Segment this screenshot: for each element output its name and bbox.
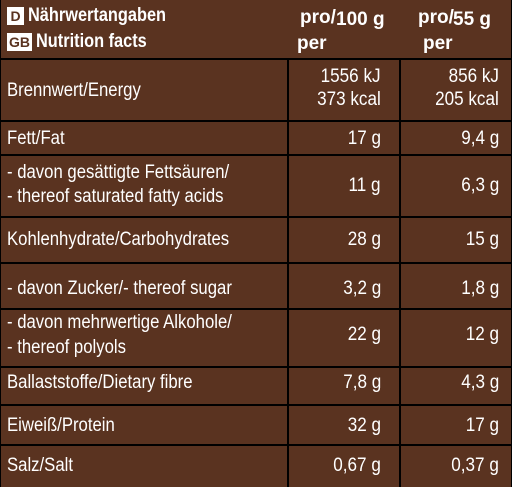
table-row-protein: Eiweiß/Protein 32 g 17 g xyxy=(1,406,511,446)
row-label-en: - thereof saturated fatty acids xyxy=(7,186,224,207)
row-label-de: - davon gesättigte Fettsäuren/ xyxy=(7,162,230,183)
energy-kj-100g: 1556 kJ xyxy=(321,66,381,87)
value-55g: 12 g xyxy=(465,324,499,345)
energy-kj-55g: 856 kJ xyxy=(448,66,499,87)
gb-title: Nutrition facts xyxy=(36,31,147,52)
gb-badge: GB xyxy=(7,33,32,51)
value-55g: 9,4 g xyxy=(460,128,499,149)
row-label-de: - davon mehrwertige Alkohole/ xyxy=(7,312,232,333)
energy-kcal-55g: 205 kcal xyxy=(435,89,499,110)
row-label-en: - thereof polyols xyxy=(7,337,126,358)
row-label: Ballaststoffe/Dietary fibre xyxy=(7,372,193,393)
de-title: Nährwertangaben xyxy=(28,5,167,26)
row-label: Kohlenhydrate/Carbohydrates xyxy=(7,229,230,250)
row-label: Eiweiß/Protein xyxy=(7,415,115,436)
col1-per: per xyxy=(297,33,327,54)
value-100g: 0,67 g xyxy=(333,455,381,476)
table-row-salt: Salz/Salt 0,67 g 0,37 g xyxy=(1,446,511,487)
value-55g: 1,8 g xyxy=(460,278,499,299)
table-row-fibre: Ballaststoffe/Dietary fibre 7,8 g 4,3 g xyxy=(1,368,511,406)
table-row-polyols: - davon mehrwertige Alkohole/ - thereof … xyxy=(1,310,511,368)
energy-kcal-100g: 373 kcal xyxy=(317,89,381,110)
col1-amount: 100 g xyxy=(336,9,385,30)
de-badge: D xyxy=(7,7,24,25)
value-100g: 11 g xyxy=(348,175,381,196)
col2-amount: 55 g xyxy=(453,9,492,30)
value-100g: 28 g xyxy=(347,229,381,250)
header-de: D Nährwertangaben xyxy=(7,6,188,26)
column-divider xyxy=(287,58,289,487)
column-divider xyxy=(399,58,401,487)
value-100g: 7,8 g xyxy=(342,372,381,393)
value-100g: 17 g xyxy=(347,128,381,149)
table-row-sugar: - davon Zucker/- thereof sugar 3,2 g 1,8… xyxy=(1,264,511,310)
value-55g: 15 g xyxy=(465,229,499,250)
value-55g: 17 g xyxy=(465,415,499,436)
table-header: D Nährwertangaben GB Nutrition facts pro… xyxy=(1,0,511,60)
row-label: Brennwert/Energy xyxy=(7,80,141,101)
value-55g: 6,3 g xyxy=(460,175,499,196)
row-label: - davon Zucker/- thereof sugar xyxy=(7,278,232,299)
value-100g: 3,2 g xyxy=(342,278,381,299)
value-55g: 0,37 g xyxy=(451,455,499,476)
value-100g: 32 g xyxy=(347,415,381,436)
value-55g: 4,3 g xyxy=(460,372,499,393)
header-gb: GB Nutrition facts xyxy=(7,32,165,52)
col2-pro: pro/ xyxy=(418,7,454,28)
table-row-carbohydrates: Kohlenhydrate/Carbohydrates 28 g 15 g xyxy=(1,218,511,264)
col2-per: per xyxy=(423,33,453,54)
table-row-energy: Brennwert/Energy 1556 kJ 373 kcal 856 kJ… xyxy=(1,58,511,122)
table-row-saturated-fat: - davon gesättigte Fettsäuren/ - thereof… xyxy=(1,156,511,218)
row-label: Fett/Fat xyxy=(7,128,65,149)
col1-pro: pro/ xyxy=(300,7,336,28)
value-100g: 22 g xyxy=(347,324,381,345)
table-row-fat: Fett/Fat 17 g 9,4 g xyxy=(1,122,511,156)
row-label: Salz/Salt xyxy=(7,455,73,476)
